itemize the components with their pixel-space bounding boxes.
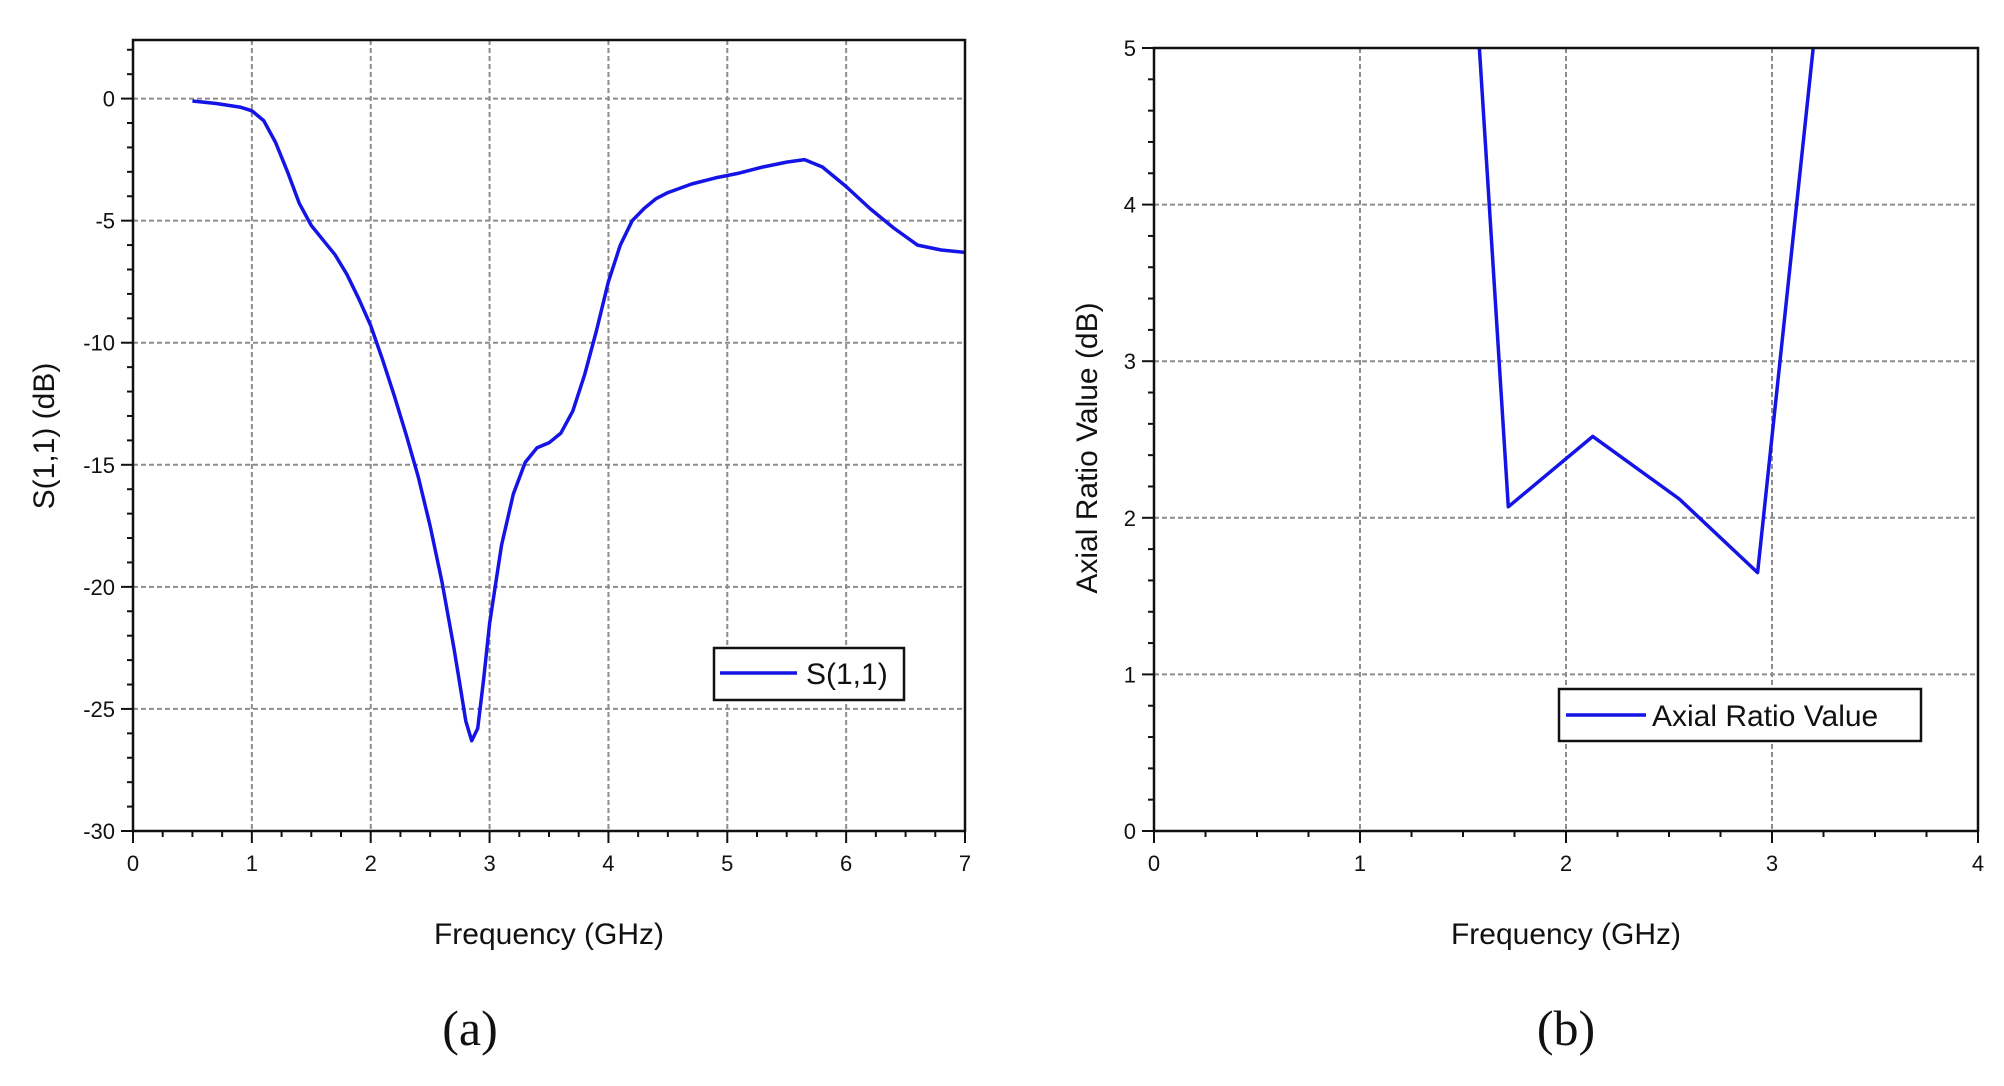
s11-chart: 0 1 2 3 4 5 6 7 0 -5 -10 -15 -20 -25 -30 S(1,1) Freque… (28, 38, 971, 1056)
s11-x-tick-label: 4 (602, 851, 614, 876)
s11-x-tick-label: 1 (246, 851, 258, 876)
s11-series-line (192, 99, 965, 743)
s11-x-axis-label: Frequency (GHz) (434, 918, 664, 951)
axial-ratio-legend: Axial Ratio Value (1557, 687, 1923, 743)
s11-x-tick-label: 3 (483, 851, 495, 876)
s11-y-tick-label: -30 (83, 819, 115, 844)
axial-ratio-chart: 0 1 2 3 4 0 1 2 3 4 5 Axial Ratio Value Frequency … (1071, 36, 1984, 1056)
axial-ratio-y-tick-label: 2 (1124, 506, 1136, 531)
axial-ratio-y-tick-label: 4 (1124, 193, 1136, 218)
axial-ratio-y-tick-label: 3 (1124, 349, 1136, 374)
s11-y-tick-label: -15 (83, 453, 115, 478)
axial-ratio-x-tick-label: 4 (1972, 851, 1984, 876)
s11-ticks (121, 48, 966, 843)
s11-plot-frame (131, 38, 967, 833)
s11-x-tick-label: 2 (365, 851, 377, 876)
axial-ratio-tick-labels: 0 1 2 3 4 0 1 2 3 4 5 (1124, 36, 1984, 876)
s11-y-tick-label: -20 (83, 575, 115, 600)
s11-x-tick-label: 6 (840, 851, 852, 876)
s11-y-tick-label: -5 (95, 209, 115, 234)
s11-x-tick-label: 5 (721, 851, 733, 876)
axial-ratio-y-axis-label: Axial Ratio Value (dB) (1071, 302, 1104, 593)
s11-grid (133, 40, 965, 831)
s11-y-tick-label: -25 (83, 697, 115, 722)
axial-ratio-x-axis-label: Frequency (GHz) (1451, 918, 1681, 951)
s11-x-tick-label: 7 (959, 851, 971, 876)
axial-ratio-plot-frame (1152, 46, 1980, 833)
panel-a-label: (a) (442, 1000, 498, 1056)
s11-legend-label: S(1,1) (806, 658, 888, 691)
axial-ratio-y-tick-label: 1 (1124, 662, 1136, 687)
axial-ratio-y-tick-label: 5 (1124, 36, 1136, 61)
axial-ratio-x-tick-label: 2 (1560, 851, 1572, 876)
s11-y-tick-label: -10 (83, 331, 115, 356)
axial-ratio-ticks (1142, 47, 1979, 843)
panel-b-label: (b) (1537, 1000, 1595, 1056)
axial-ratio-x-tick-label: 3 (1766, 851, 1778, 876)
axial-ratio-legend-label: Axial Ratio Value (1652, 700, 1878, 733)
s11-y-axis-label: S(1,1) (dB) (28, 363, 61, 510)
axial-ratio-y-tick-label: 0 (1124, 819, 1136, 844)
s11-legend: S(1,1) (712, 646, 906, 702)
s11-y-tick-label: 0 (103, 87, 115, 112)
axial-ratio-x-tick-label: 1 (1354, 851, 1366, 876)
axial-ratio-x-tick-label: 0 (1148, 851, 1160, 876)
s11-tick-labels: 0 1 2 3 4 5 6 7 0 -5 -10 -15 -20 -25 -30 (83, 87, 971, 876)
axial-ratio-series-line (1477, 48, 1815, 575)
s11-x-tick-label: 0 (127, 851, 139, 876)
